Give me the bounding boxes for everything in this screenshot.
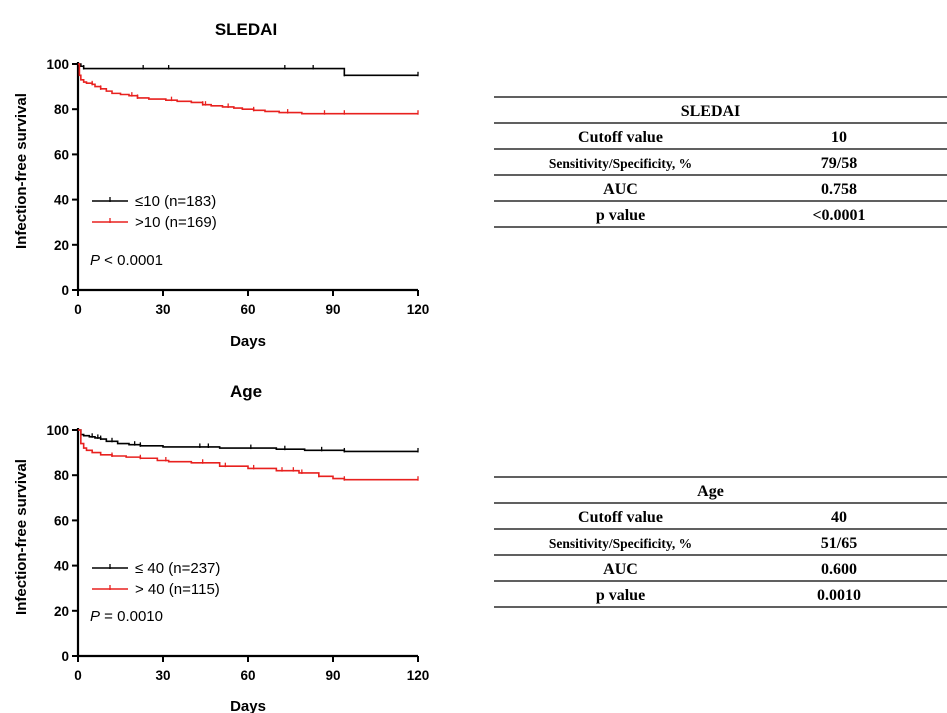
survival-line-2 xyxy=(78,63,418,115)
legend-label: > 40 (n=115) xyxy=(135,581,220,598)
x-tick-label: 60 xyxy=(240,302,255,317)
table-row-value: 0.600 xyxy=(821,561,857,578)
table-row-label: Sensitivity/Specificity, % xyxy=(549,156,692,171)
table-row-value: 0.0010 xyxy=(817,587,861,604)
table-row-label: Sensitivity/Specificity, % xyxy=(549,536,692,551)
y-axis-label: Infection-free survival xyxy=(13,459,30,615)
y-tick-label: 20 xyxy=(54,238,69,253)
y-tick-label: 80 xyxy=(54,102,69,117)
x-tick-label: 0 xyxy=(74,668,82,683)
y-tick-label: 100 xyxy=(46,423,69,438)
p-value-prefix: P xyxy=(90,608,100,625)
legend-label: ≤ 40 (n=237) xyxy=(135,560,220,577)
p-value-text: = 0.0010 xyxy=(100,608,163,625)
table-row-value: <0.0001 xyxy=(812,207,865,224)
km-chart-1: SLEDAI 0 20 40 60 80 100 0 30 60 90 120 Days Infectio… xyxy=(13,20,429,350)
x-tick-label: 90 xyxy=(325,668,340,683)
y-tick-label: 80 xyxy=(54,468,69,483)
stats-table-2: Age Cutoff value 40 Sensitivity/Specificity… xyxy=(494,476,947,608)
survival-line-1 xyxy=(78,429,418,453)
y-tick-label: 60 xyxy=(54,513,69,528)
x-tick-label: 30 xyxy=(155,668,170,683)
p-value-text: < 0.0001 xyxy=(100,252,163,269)
y-tick-label: 0 xyxy=(61,649,69,664)
x-axis-label: Days xyxy=(230,333,266,350)
table-row-value: 51/65 xyxy=(821,535,857,552)
table-header: SLEDAI xyxy=(681,103,741,120)
x-tick-label: 0 xyxy=(74,302,82,317)
x-axis-label: Days xyxy=(230,698,266,713)
table-row-value: 10 xyxy=(831,129,847,146)
table-row-label: p value xyxy=(596,587,645,604)
chart-title: SLEDAI xyxy=(215,20,277,39)
chart-title: Age xyxy=(230,382,262,401)
table-row-value: 79/58 xyxy=(821,155,857,172)
table-row-label: p value xyxy=(596,207,645,224)
table-row-value: 40 xyxy=(831,509,847,526)
survival-line-2 xyxy=(78,429,418,481)
y-tick-label: 40 xyxy=(54,559,69,574)
y-tick-label: 60 xyxy=(54,147,69,162)
y-tick-label: 20 xyxy=(54,604,69,619)
x-tick-label: 60 xyxy=(240,668,255,683)
legend-label: ≤10 (n=183) xyxy=(135,193,216,210)
stats-table-1: SLEDAI Cutoff value 10 Sensitivity/Specific… xyxy=(494,96,947,228)
table-row-label: Cutoff value xyxy=(578,509,663,526)
y-tick-label: 40 xyxy=(54,193,69,208)
x-tick-label: 90 xyxy=(325,302,340,317)
legend-label: >10 (n=169) xyxy=(135,214,217,231)
table-header: Age xyxy=(697,483,724,500)
y-tick-label: 100 xyxy=(46,57,69,72)
table-row-value: 0.758 xyxy=(821,181,857,198)
y-tick-label: 0 xyxy=(61,283,69,298)
p-value-prefix: P xyxy=(90,252,100,269)
p-value-annotation: P = 0.0010 xyxy=(90,608,163,625)
table-row-label: Cutoff value xyxy=(578,129,663,146)
p-value-annotation: P < 0.0001 xyxy=(90,252,163,269)
x-tick-label: 120 xyxy=(407,302,430,317)
x-tick-label: 120 xyxy=(407,668,430,683)
y-axis-label: Infection-free survival xyxy=(13,93,30,249)
survival-line-1 xyxy=(78,63,418,77)
table-row-label: AUC xyxy=(603,181,638,198)
x-tick-label: 30 xyxy=(155,302,170,317)
table-row-label: AUC xyxy=(603,561,638,578)
km-chart-2: Age 0 20 40 60 80 100 0 30 60 90 120 Days Infection-f… xyxy=(13,382,429,713)
